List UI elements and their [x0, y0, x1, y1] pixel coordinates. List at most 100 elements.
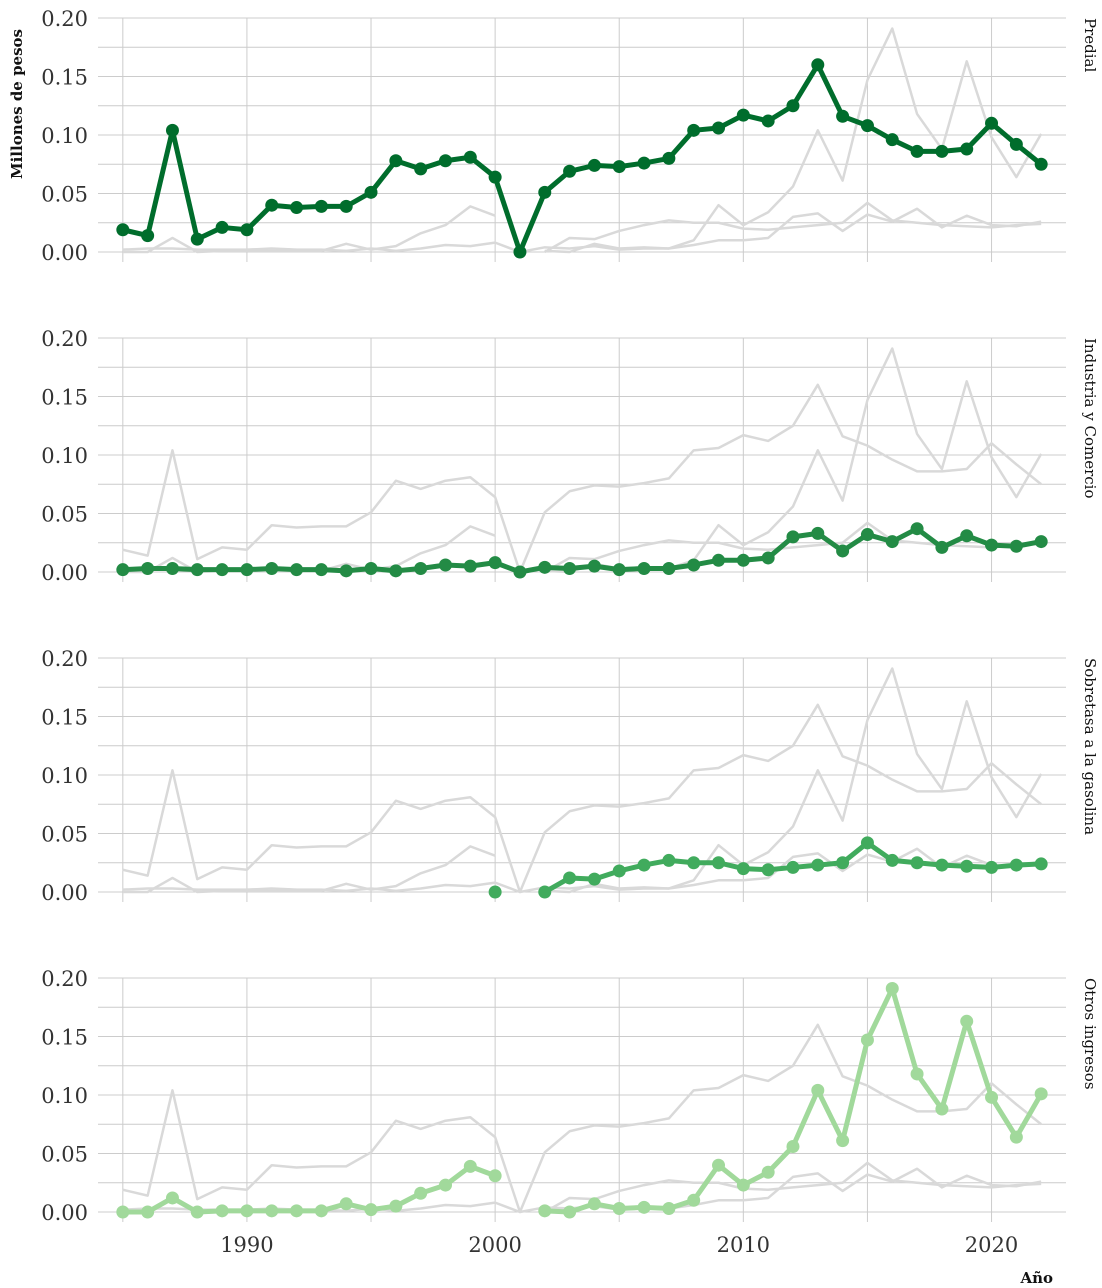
data-point — [985, 116, 999, 130]
data-point — [985, 538, 999, 552]
data-point — [389, 1199, 403, 1213]
data-point — [811, 1083, 825, 1097]
data-point — [761, 114, 775, 128]
y-tick-label: 0.00 — [41, 881, 88, 905]
background-series-line — [544, 27, 1043, 254]
x-tick-label: 2010 — [717, 1233, 770, 1257]
y-tick-label: 0.15 — [41, 386, 88, 410]
data-point — [538, 185, 552, 199]
gridlines — [98, 337, 1066, 582]
y-tick-label: 0.15 — [41, 1026, 88, 1050]
data-point — [538, 1204, 552, 1218]
data-point — [1009, 1130, 1023, 1144]
data-point — [587, 872, 601, 886]
data-point — [712, 121, 726, 135]
y-tick-label: 0.05 — [41, 183, 88, 207]
background-series-line — [122, 845, 496, 894]
data-point — [712, 553, 726, 567]
y-tick-label: 0.20 — [41, 327, 88, 351]
data-point — [860, 528, 874, 542]
data-point — [612, 160, 626, 174]
data-point — [314, 199, 328, 213]
data-point — [885, 535, 899, 549]
x-tick-label: 2020 — [965, 1233, 1018, 1257]
data-point — [290, 563, 304, 577]
data-point — [637, 156, 651, 170]
data-point — [538, 885, 552, 899]
data-point — [885, 853, 899, 867]
data-point — [165, 123, 179, 137]
y-tick-label: 0.10 — [41, 1084, 88, 1108]
data-point — [687, 856, 701, 870]
data-point — [290, 1204, 304, 1218]
gridlines — [98, 657, 1066, 902]
data-point — [985, 1090, 999, 1104]
y-tick-label: 0.20 — [41, 647, 88, 671]
data-point — [1034, 157, 1048, 171]
background-series-line — [122, 205, 496, 254]
data-point — [960, 859, 974, 873]
data-point — [116, 563, 130, 577]
data-point — [438, 154, 452, 168]
data-point — [935, 858, 949, 872]
y-tick-label: 0.15 — [41, 706, 88, 730]
data-point — [860, 836, 874, 850]
data-point — [314, 1204, 328, 1218]
y-tick-label: 0.10 — [41, 124, 88, 148]
data-point — [190, 232, 204, 246]
data-point — [190, 1205, 204, 1219]
y-tick-label: 0.05 — [41, 1143, 88, 1167]
data-point — [141, 1205, 155, 1219]
data-point — [538, 560, 552, 574]
data-point — [836, 856, 850, 870]
data-point — [364, 561, 378, 575]
data-point — [811, 58, 825, 72]
data-point — [587, 559, 601, 573]
panel: 0.00 0.05 0.10 0.15 0.20 Sobretasa a la gasol… — [41, 647, 1099, 905]
data-point — [761, 863, 775, 877]
data-point — [736, 862, 750, 876]
data-point — [165, 561, 179, 575]
y-tick-label: 0.10 — [41, 764, 88, 788]
data-point — [240, 563, 254, 577]
data-point — [463, 1159, 477, 1173]
data-point — [563, 561, 577, 575]
data-point — [141, 561, 155, 575]
data-point — [339, 564, 353, 578]
data-point — [1009, 858, 1023, 872]
y-tick-label: 0.20 — [41, 7, 88, 31]
data-point — [488, 885, 502, 899]
facet-strip-label: Predial — [1081, 18, 1099, 72]
data-point — [265, 561, 279, 575]
facet-strip-label: Industria y Comercio — [1081, 338, 1099, 499]
data-point — [836, 1134, 850, 1148]
data-point — [712, 856, 726, 870]
background-series-line — [544, 667, 1043, 894]
y-tick-label: 0.00 — [41, 1201, 88, 1225]
data-point — [314, 563, 328, 577]
background-series-line — [122, 383, 1042, 574]
data-point — [587, 1197, 601, 1211]
data-point — [190, 563, 204, 577]
data-point — [612, 1201, 626, 1215]
y-tick-label: 0.00 — [41, 561, 88, 585]
data-point — [885, 133, 899, 147]
data-point — [414, 162, 428, 176]
data-point — [116, 223, 130, 237]
data-point — [240, 223, 254, 237]
data-point — [960, 1014, 974, 1028]
data-point — [811, 526, 825, 540]
data-point — [488, 170, 502, 184]
data-point — [339, 199, 353, 213]
data-point — [910, 144, 924, 158]
data-point — [513, 245, 527, 259]
y-tick-label: 0.20 — [41, 967, 88, 991]
data-point — [935, 144, 949, 158]
panel: 0.00 0.05 0.10 0.15 0.20 Industria y Comercio — [41, 327, 1099, 585]
data-point — [786, 1139, 800, 1153]
data-point — [960, 529, 974, 543]
gridlines — [98, 977, 1066, 1222]
data-point — [1034, 535, 1048, 549]
data-point — [836, 544, 850, 558]
data-point — [910, 522, 924, 536]
